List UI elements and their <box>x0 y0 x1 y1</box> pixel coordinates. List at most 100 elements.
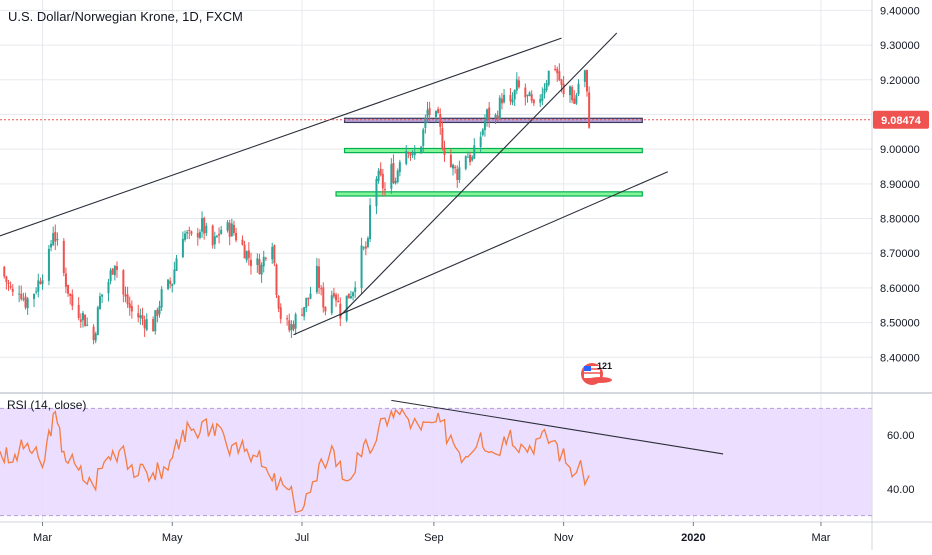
candle-body[interactable] <box>309 293 312 299</box>
candle-body[interactable] <box>275 264 278 296</box>
candle-body[interactable] <box>26 298 29 309</box>
candle-body[interactable] <box>218 233 221 236</box>
candle-body[interactable] <box>407 152 410 154</box>
candle-body[interactable] <box>71 294 74 307</box>
candle-body[interactable] <box>409 153 412 156</box>
candle-body[interactable] <box>145 319 148 330</box>
candle-body[interactable] <box>539 99 542 103</box>
price-axis[interactable]: 9.400009.300009.200009.100009.000008.900… <box>880 5 920 364</box>
candle-body[interactable] <box>583 70 586 82</box>
candle-body[interactable] <box>154 310 157 332</box>
candle-body[interactable] <box>366 238 369 247</box>
candle-body[interactable] <box>143 319 146 329</box>
candle-body[interactable] <box>322 287 325 308</box>
candle-body[interactable] <box>54 231 57 242</box>
candle-body[interactable] <box>390 164 393 189</box>
candle-body[interactable] <box>530 94 533 101</box>
candle-body[interactable] <box>435 111 437 117</box>
candle-body[interactable] <box>577 83 580 95</box>
candle-body[interactable] <box>33 293 36 300</box>
candle-body[interactable] <box>396 170 399 182</box>
rsi-trendline[interactable] <box>391 399 724 455</box>
candle-body[interactable] <box>122 270 125 295</box>
trendline[interactable] <box>293 171 669 336</box>
candle-body[interactable] <box>226 222 229 231</box>
candle-body[interactable] <box>213 236 216 245</box>
candle-body[interactable] <box>481 129 484 135</box>
candle-body[interactable] <box>47 248 50 281</box>
candle-body[interactable] <box>541 94 544 101</box>
candle-body[interactable] <box>247 250 250 258</box>
candle-body[interactable] <box>469 154 472 162</box>
candle-body[interactable] <box>568 86 571 96</box>
candle-body[interactable] <box>324 306 327 312</box>
candle-body[interactable] <box>441 128 444 150</box>
candle-body[interactable] <box>228 222 231 237</box>
candle-body[interactable] <box>526 94 529 96</box>
candle-body[interactable] <box>115 266 118 270</box>
candle-body[interactable] <box>96 307 99 336</box>
candle-body[interactable] <box>173 269 176 284</box>
candle-body[interactable] <box>486 109 489 121</box>
candle-body[interactable] <box>141 315 144 320</box>
candle-body[interactable] <box>137 313 140 318</box>
candle-body[interactable] <box>360 245 363 289</box>
candle-body[interactable] <box>50 243 53 248</box>
candle-body[interactable] <box>588 92 591 128</box>
candle-body[interactable] <box>558 71 561 81</box>
candle-body[interactable] <box>456 168 459 181</box>
candle-body[interactable] <box>473 145 476 159</box>
candle-body[interactable] <box>5 276 8 282</box>
candle-body[interactable] <box>383 189 386 191</box>
candle-body[interactable] <box>354 287 357 292</box>
candle-body[interactable] <box>101 294 104 297</box>
candle-body[interactable] <box>124 294 127 297</box>
candle-body[interactable] <box>167 279 170 289</box>
candle-body[interactable] <box>439 114 442 127</box>
candle-body[interactable] <box>547 70 550 85</box>
candle-body[interactable] <box>375 178 378 207</box>
candle-body[interactable] <box>339 303 342 319</box>
candle-body[interactable] <box>258 259 261 275</box>
candle-body[interactable] <box>318 266 321 288</box>
candle-body[interactable] <box>22 298 25 300</box>
trendlines[interactable] <box>0 32 669 336</box>
candle-body[interactable] <box>454 166 457 169</box>
candle-body[interactable] <box>362 247 365 249</box>
candle-body[interactable] <box>379 168 382 175</box>
candle-body[interactable] <box>271 247 274 260</box>
candle-body[interactable] <box>41 280 44 285</box>
candle-body[interactable] <box>413 152 416 156</box>
candle-body[interactable] <box>575 95 578 104</box>
candle-body[interactable] <box>169 280 172 285</box>
candle-body[interactable] <box>364 246 367 249</box>
candle-body[interactable] <box>545 83 548 90</box>
candle-body[interactable] <box>560 79 563 85</box>
candle-body[interactable] <box>156 309 159 316</box>
candle-body[interactable] <box>369 205 372 240</box>
candle-body[interactable] <box>458 167 461 180</box>
candle-body[interactable] <box>405 151 408 164</box>
candle-body[interactable] <box>528 92 531 97</box>
candle-body[interactable] <box>347 293 350 299</box>
candle-body[interactable] <box>86 324 89 326</box>
trendline[interactable] <box>0 37 562 237</box>
candle-body[interactable] <box>220 229 223 234</box>
candle-body[interactable] <box>488 107 491 120</box>
candle-body[interactable] <box>294 314 297 329</box>
candle-body[interactable] <box>494 114 497 118</box>
candle-body[interactable] <box>422 129 425 146</box>
candle-body[interactable] <box>466 156 469 158</box>
candle-body[interactable] <box>256 258 259 265</box>
candle-body[interactable] <box>3 266 6 277</box>
candle-body[interactable] <box>586 69 589 92</box>
candle-body[interactable] <box>517 80 520 88</box>
candle-body[interactable] <box>286 318 289 320</box>
candle-body[interactable] <box>79 319 82 322</box>
candle-body[interactable] <box>245 251 248 261</box>
idea-badge[interactable]: 121 <box>581 361 612 385</box>
candle-body[interactable] <box>62 240 65 274</box>
candle-body[interactable] <box>232 224 235 234</box>
candle-body[interactable] <box>335 294 338 301</box>
